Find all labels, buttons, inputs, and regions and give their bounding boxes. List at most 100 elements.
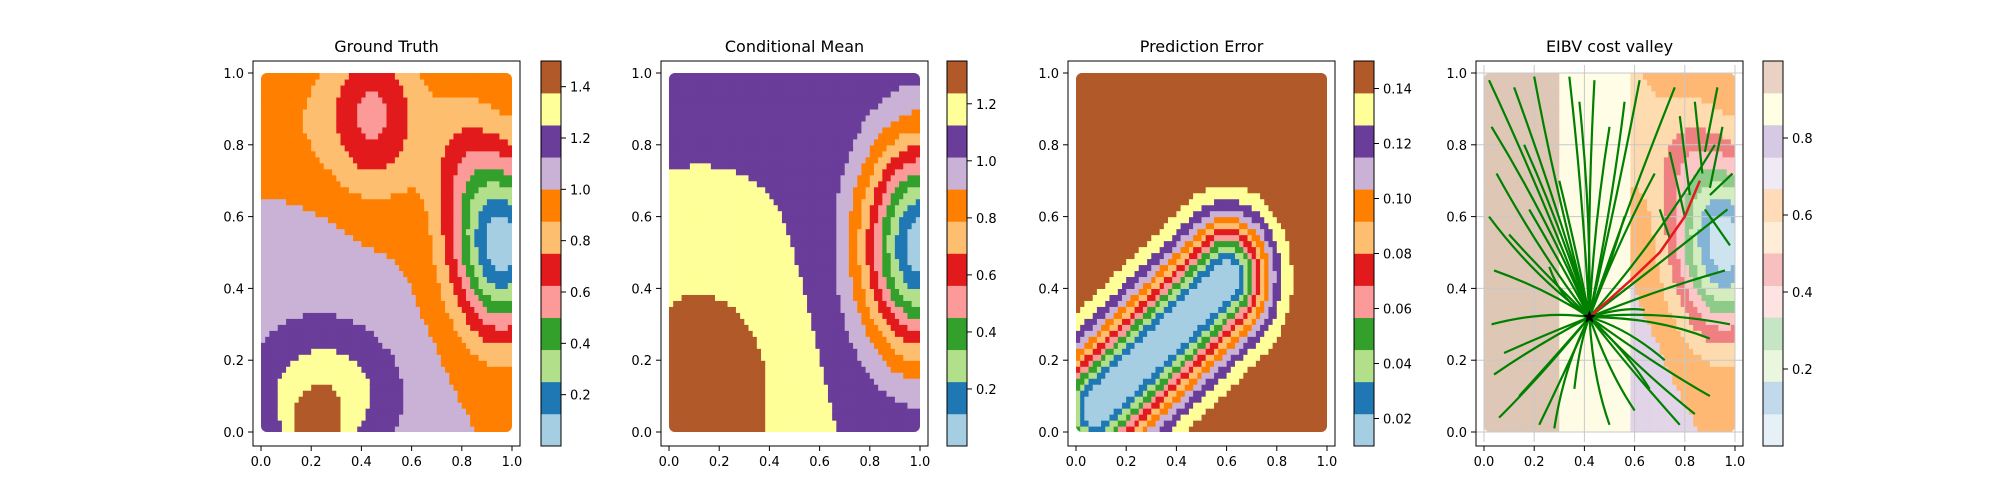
- colorbar-tick-label: 0.8: [1792, 132, 1813, 147]
- colorbar-swatch: [1354, 221, 1374, 253]
- y-tick-label: 0.8: [1038, 139, 1059, 154]
- colorbar-tick-label: 1.0: [570, 183, 591, 198]
- y-tick-label: 0.4: [631, 282, 652, 297]
- colorbar-tick-label: 0.8: [570, 235, 591, 250]
- colorbar-swatch: [1763, 221, 1783, 253]
- colorbar-tick-label: 0.02: [1383, 413, 1412, 428]
- y-tick-label: 0.6: [1038, 211, 1059, 226]
- x-tick-label: 0.0: [1066, 455, 1087, 470]
- colorbar-swatch: [947, 125, 967, 157]
- colorbar-swatch: [947, 157, 967, 189]
- colorbar-swatch: [541, 286, 561, 318]
- y-tick-label: 1.0: [1446, 67, 1467, 82]
- colorbar-swatch: [947, 189, 967, 221]
- x-tick-label: 0.8: [1266, 455, 1287, 470]
- colorbar-swatch: [541, 189, 561, 221]
- chart-title: EIBV cost valley: [1546, 37, 1673, 56]
- colorbar-swatch: [947, 350, 967, 382]
- colorbar-swatch: [1354, 414, 1374, 446]
- colorbar-tick-label: 0.6: [1792, 209, 1813, 224]
- y-tick-label: 0.2: [1446, 354, 1467, 369]
- colorbar-swatch: [947, 221, 967, 253]
- colorbar-swatch: [541, 382, 561, 414]
- colorbar-swatch: [1354, 157, 1374, 189]
- y-tick-label: 0.2: [1038, 354, 1059, 369]
- y-tick-label: 0.6: [631, 211, 652, 226]
- colorbar-swatch: [947, 286, 967, 318]
- colorbar-swatch: [947, 382, 967, 414]
- colorbar-tick-label: 0.6: [570, 286, 591, 301]
- colorbar-tick-label: 0.4: [1792, 286, 1813, 301]
- chart-title: Conditional Mean: [725, 37, 864, 56]
- colorbar-swatch: [1763, 125, 1783, 157]
- colorbar-tick-label: 0.14: [1383, 83, 1412, 98]
- x-tick-label: 0.0: [659, 455, 680, 470]
- colorbar-tick-label: 0.6: [976, 269, 997, 284]
- colorbar-tick-label: 0.12: [1383, 138, 1412, 153]
- colorbar-swatch: [541, 157, 561, 189]
- colorbar-swatch: [541, 254, 561, 286]
- y-tick-label: 0.0: [223, 426, 244, 441]
- colorbar-swatch: [541, 93, 561, 125]
- colorbar-tick-label: 0.04: [1383, 358, 1412, 373]
- x-tick-label: 0.4: [351, 455, 372, 470]
- colorbar-tick-label: 0.2: [570, 389, 591, 404]
- heatmap-cells: [261, 73, 513, 433]
- colorbar-swatch: [947, 61, 967, 93]
- colorbar-swatch: [1354, 254, 1374, 286]
- colorbar-swatch: [1763, 189, 1783, 221]
- colorbar-swatch: [1354, 382, 1374, 414]
- colorbar-swatch: [1354, 286, 1374, 318]
- colorbar-swatch: [541, 221, 561, 253]
- x-tick-label: 0.4: [759, 455, 780, 470]
- colorbar-tick-label: 0.2: [976, 383, 997, 398]
- x-tick-label: 0.4: [1166, 455, 1187, 470]
- colorbar-swatch: [1763, 318, 1783, 350]
- colorbar-swatch: [1763, 157, 1783, 189]
- y-tick-label: 0.0: [1446, 426, 1467, 441]
- y-tick-label: 1.0: [223, 67, 244, 82]
- colorbar-swatch: [947, 318, 967, 350]
- x-tick-label: 0.6: [401, 455, 422, 470]
- x-tick-label: 0.6: [1624, 455, 1645, 470]
- colorbar-swatch: [1354, 93, 1374, 125]
- colorbar-tick-label: 0.08: [1383, 248, 1412, 263]
- y-tick-label: 1.0: [1038, 67, 1059, 82]
- colorbar-swatch: [541, 61, 561, 93]
- colorbar-tick-label: 1.2: [570, 132, 591, 147]
- chart-title: Ground Truth: [334, 37, 439, 56]
- y-tick-label: 0.8: [1446, 139, 1467, 154]
- y-tick-label: 0.6: [1446, 211, 1467, 226]
- x-tick-label: 0.0: [1474, 455, 1495, 470]
- x-tick-label: 0.8: [451, 455, 472, 470]
- colorbar-tick-label: 0.8: [976, 212, 997, 227]
- colorbar-swatch: [1354, 318, 1374, 350]
- y-tick-label: 0.4: [1446, 282, 1467, 297]
- y-tick-label: 0.2: [631, 354, 652, 369]
- y-tick-label: 1.0: [631, 67, 652, 82]
- colorbar-swatch: [541, 318, 561, 350]
- x-tick-label: 0.8: [1674, 455, 1695, 470]
- colorbar-swatch: [1763, 61, 1783, 93]
- x-tick-label: 0.6: [809, 455, 830, 470]
- x-tick-label: 1.0: [910, 455, 931, 470]
- x-tick-label: 0.2: [301, 455, 322, 470]
- y-tick-label: 0.8: [223, 139, 244, 154]
- colorbar-tick-label: 0.06: [1383, 303, 1412, 318]
- x-tick-label: 0.2: [709, 455, 730, 470]
- colorbar-swatch: [1354, 189, 1374, 221]
- colorbar-swatch: [541, 125, 561, 157]
- x-tick-label: 1.0: [502, 455, 523, 470]
- colorbar-swatch: [947, 254, 967, 286]
- y-tick-label: 0.8: [631, 139, 652, 154]
- x-tick-label: 0.2: [1116, 455, 1137, 470]
- colorbar-swatch: [1763, 414, 1783, 446]
- colorbar-tick-label: 0.4: [570, 337, 591, 352]
- y-tick-label: 0.2: [223, 354, 244, 369]
- colorbar-swatch: [1354, 125, 1374, 157]
- colorbar-swatch: [1763, 93, 1783, 125]
- colorbar-swatch: [947, 414, 967, 446]
- x-tick-label: 0.4: [1574, 455, 1595, 470]
